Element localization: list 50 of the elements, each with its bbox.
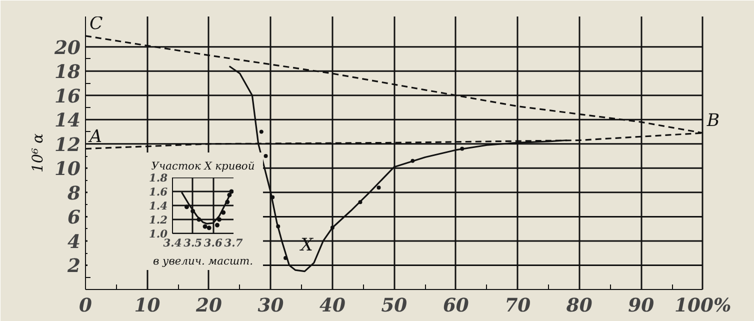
point — [227, 192, 232, 198]
chart-title: Участок X кривой — [151, 160, 255, 172]
point — [270, 195, 275, 200]
y-tick-label: 20 — [54, 36, 81, 59]
y-tick-label: 8 — [68, 182, 81, 204]
y-tick-label: 16 — [54, 85, 81, 108]
y-tick-label: 4 — [68, 230, 81, 253]
point — [358, 200, 362, 204]
x-tick-label: 3.4 — [163, 236, 182, 250]
x-tick-label: 40 — [319, 294, 346, 316]
x-tick-label: 50 — [381, 294, 408, 316]
annotation: C — [90, 14, 103, 34]
y-tick-label: 2 — [66, 255, 81, 278]
x-axis-title: в увелич. масшт. — [152, 254, 254, 268]
x-tick-label: 3.7 — [224, 236, 244, 250]
x-tick-label: 0 — [79, 294, 92, 316]
x-tick-label: 80 — [566, 294, 592, 316]
y-tick-label: 12 — [54, 134, 81, 156]
annotation: A — [88, 126, 102, 147]
x-tick-label: 90 — [628, 294, 654, 316]
point — [229, 189, 234, 194]
y-tick-label: 1.6 — [148, 186, 168, 198]
point — [217, 217, 222, 222]
y-tick-label: 1.4 — [148, 200, 168, 212]
x-tick-label: 70 — [504, 294, 531, 316]
point — [214, 222, 220, 228]
y-tick-label: 10 — [54, 158, 81, 180]
point — [264, 154, 268, 158]
point — [184, 204, 189, 210]
point — [330, 226, 334, 230]
x-tick-label: 100% — [674, 294, 732, 316]
point — [410, 158, 415, 163]
y-axis-title: 10⁶ α — [30, 133, 47, 173]
point — [221, 210, 226, 215]
x-tick-label: 30 — [258, 294, 284, 316]
point — [460, 146, 464, 151]
x-tick-label: 60 — [442, 294, 469, 316]
y-tick-label: 1.8 — [148, 172, 168, 184]
y-tick-label: 18 — [54, 61, 81, 84]
point — [376, 186, 381, 190]
y-tick-label: 6 — [68, 206, 81, 229]
y-tick-label: 1.2 — [148, 214, 168, 226]
point — [259, 130, 264, 134]
x-tick-label: 20 — [194, 294, 222, 316]
y-tick-label: 14 — [54, 110, 81, 132]
point — [225, 200, 230, 204]
x-tick-label: 3.5 — [184, 236, 202, 250]
x-tick-label: 3.6 — [204, 236, 224, 250]
annotation: B — [706, 110, 720, 131]
point — [276, 224, 280, 228]
